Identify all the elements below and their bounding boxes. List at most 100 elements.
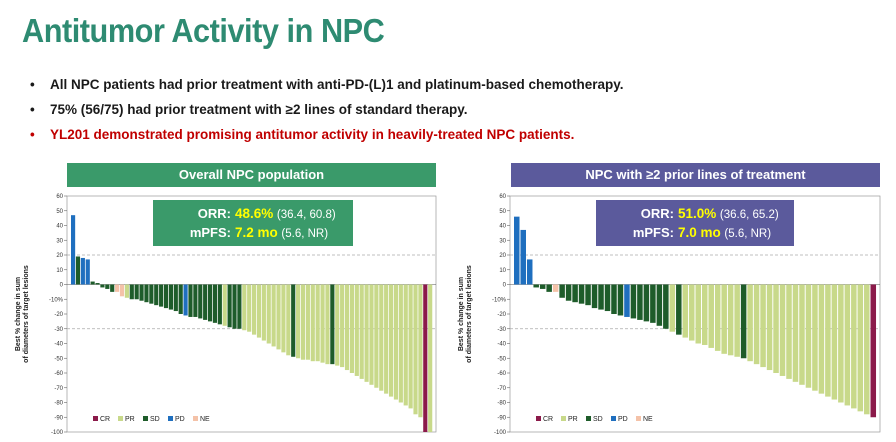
bar-pr [222,284,227,326]
bar-pr [261,284,266,341]
bar-sd [139,284,144,301]
bar-pr [669,284,676,332]
bar-sd [232,284,237,329]
y-axis-label-line: Best % change in sum [458,277,465,351]
bar-pr [247,284,252,332]
legend-swatch-pd [611,416,616,421]
y-tick-label: 20 [499,253,506,259]
bar-sd [159,284,164,307]
legend-swatch-sd [143,416,148,421]
bar-sd [129,284,134,300]
bar-pd [520,229,526,285]
y-tick-label: -80 [497,401,506,407]
bar-sd [75,256,81,285]
y-tick-label: -20 [497,312,506,318]
bar-pr [296,284,301,359]
legend-swatch-cr [93,416,98,421]
y-tick-label: 60 [499,194,506,200]
bar-pr [271,284,276,347]
legend-label-ne: NE [200,416,210,423]
bar-sd [533,284,539,288]
bar-pr [851,284,857,409]
bar-sd [656,284,663,326]
y-tick-label: 40 [499,224,506,230]
bar-sd [539,284,546,289]
bar-sd [585,284,591,306]
bar-sd [168,284,173,310]
y-tick-label: -90 [497,415,506,421]
bar-sd [546,284,552,292]
y-tick-label: 10 [499,268,506,274]
bar-pr [256,284,262,338]
orr-value: 48.6% [235,206,274,221]
bar-pr [281,284,286,353]
mpfs-label: mPFS: [632,225,674,240]
legend-swatch-sd [586,416,591,421]
y-tick-label: 30 [499,238,506,244]
bar-sd [572,284,578,303]
bar-pr [682,284,689,338]
y-tick-label: 40 [56,224,63,230]
bar-pr [747,284,753,362]
mpfs-value: 7.2 mo [235,225,278,240]
y-tick-label: -60 [54,371,63,377]
bar-pr [721,284,727,354]
mpfs-row: mPFS: 7.0 mo (5.6, NR) [606,223,784,242]
bar-pr [413,284,418,415]
legend-label-sd: SD [150,416,160,423]
bar-sd [144,284,149,303]
bar-pr [734,284,740,357]
legend-label-ne: NE [643,416,653,423]
bar-pr [325,284,330,365]
bar-sd [163,284,169,309]
bar-pr [838,284,844,403]
bar-pr [786,284,792,379]
bar-pr [354,284,359,376]
bar-pr [695,284,702,344]
bar-pd [183,284,188,316]
y-tick-label: -40 [54,342,63,348]
legend-swatch-pd [168,416,173,421]
mpfs-ci: (5.6, NR) [281,228,329,240]
bar-sd [650,284,656,323]
bar-sd [604,284,611,312]
bar-pr [825,284,831,397]
bar-sd [637,284,643,320]
legend-label-pd: PD [618,416,628,423]
bar-pr [300,284,306,360]
bar-sd [591,284,598,309]
bar-sd [676,284,682,335]
bar-pr [773,284,779,373]
bar-pr [812,284,818,391]
stats-box-overall: ORR: 48.6% (36.4, 60.8) mPFS: 7.2 mo (5.6,… [153,200,353,246]
bar-sd [212,284,218,323]
bar-sd [217,284,222,325]
legend-label-sd: SD [593,416,603,423]
bar-sd [173,284,178,312]
bullet-symbol: • [30,77,35,92]
y-tick-label: 0 [60,283,64,289]
y-axis-label-line: of diameters of target lesions [466,265,473,363]
y-tick-label: -100 [51,430,64,436]
mpfs-row: mPFS: 7.2 mo (5.6, NR) [163,223,343,242]
bullet-text: All NPC patients had prior treatment wit… [50,77,624,92]
bullet-symbol: • [30,102,35,117]
bar-sd [330,284,335,365]
bar-pr [398,284,403,403]
bar-pr [310,284,315,362]
bar-pd [526,259,533,285]
bar-pd [80,257,85,285]
y-tick-label: 60 [56,194,63,200]
bar-pr [779,284,786,376]
y-tick-label: -30 [497,327,506,333]
y-tick-label: -30 [54,327,63,333]
bar-pr [760,284,766,368]
bar-pr [714,284,721,351]
stats-box-prior-lines: ORR: 51.0% (36.6, 65.2) mPFS: 7.0 mo (5.6,… [596,200,794,246]
bullet-symbol: • [30,127,35,142]
bar-pr [369,284,374,385]
bar-pr [364,284,369,382]
bar-sd [100,284,105,288]
bar-pr [805,284,812,388]
bar-cr [423,284,428,432]
